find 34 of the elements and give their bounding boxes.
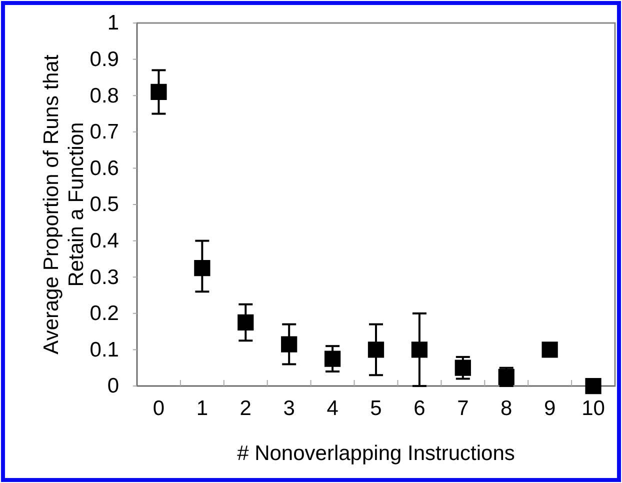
- point: [454, 360, 471, 376]
- y-tick-label: 1: [107, 12, 119, 35]
- y-tick-label: 0.9: [90, 48, 119, 72]
- y-tick-label: 0.1: [90, 338, 119, 362]
- x-tick-label: 7: [457, 396, 469, 420]
- x-tick-label: 2: [240, 396, 252, 420]
- point: [281, 336, 298, 352]
- point: [324, 350, 341, 367]
- x-tick-label: 8: [500, 396, 512, 420]
- x-tick-label: 3: [283, 396, 295, 420]
- y-tick-label: 0: [107, 374, 119, 398]
- x-tick-label: 0: [152, 396, 165, 420]
- x-axis-title: # Nonoverlapping Instructions: [237, 442, 515, 465]
- y-tick-label: 0.2: [90, 302, 119, 326]
- point: [585, 378, 602, 394]
- point: [542, 342, 558, 358]
- point: [238, 314, 254, 331]
- y-tick-label: 0.8: [90, 84, 119, 108]
- y-tick-label: 0.5: [90, 193, 119, 216]
- point: [368, 342, 384, 358]
- x-tick-label: 4: [326, 396, 339, 420]
- x-tick-label: 6: [414, 396, 426, 420]
- x-tick-label: 5: [370, 396, 382, 420]
- point: [194, 260, 210, 276]
- x-tick-label: 1: [196, 396, 208, 420]
- y-tick-label: 0.6: [90, 156, 119, 180]
- y-tick-label: 0.7: [90, 120, 119, 144]
- point: [411, 342, 428, 358]
- point: [150, 84, 167, 100]
- y-axis-title: Average Proportion of Runs that Retain a Function: [40, 54, 88, 354]
- y-tick-label: 0.4: [90, 230, 120, 253]
- y-tick-label: 0.3: [90, 266, 119, 289]
- x-tick-label: 9: [544, 396, 556, 420]
- x-tick-label: 10: [582, 396, 605, 420]
